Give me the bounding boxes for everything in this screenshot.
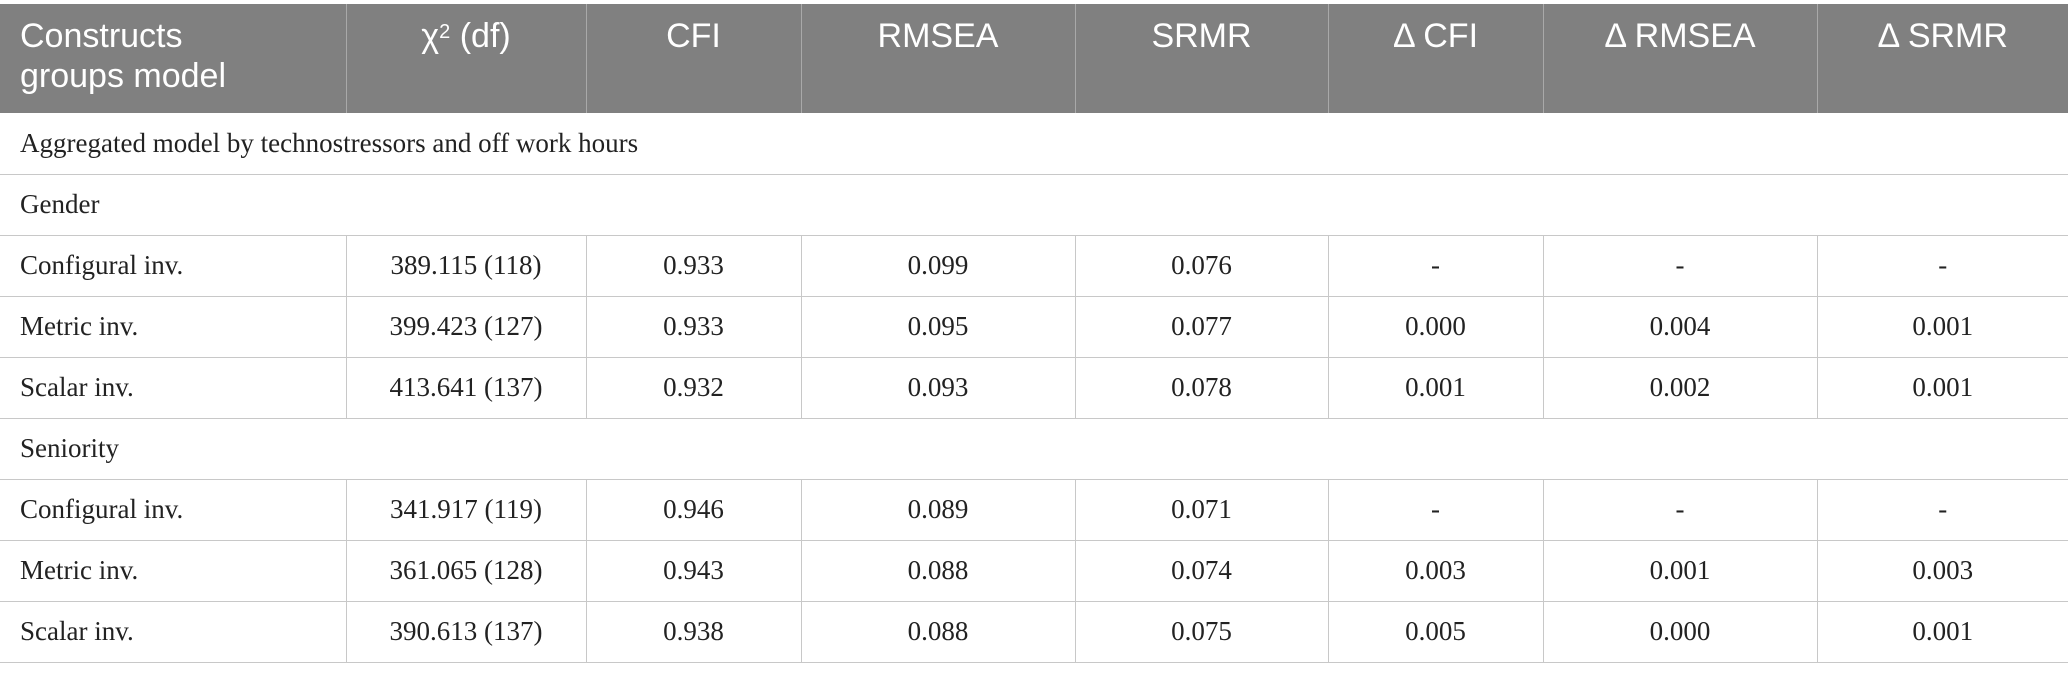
header-df: (df)	[450, 17, 511, 55]
model-cell: Configural inv.	[0, 479, 347, 541]
header-rmsea: RMSEA	[801, 4, 1076, 113]
delta-cfi-cell: -	[1328, 479, 1544, 541]
table-row: Scalar inv. 413.641 (137) 0.932 0.093 0.…	[0, 357, 2068, 419]
rmsea-cell: 0.093	[801, 357, 1076, 419]
group-row-gender: Gender	[0, 174, 2068, 236]
rmsea-cell: 0.088	[801, 601, 1076, 663]
header-cfi: CFI	[586, 4, 802, 113]
delta-cfi-cell: 0.001	[1328, 357, 1544, 419]
delta-srmr-cell: -	[1817, 235, 2068, 297]
rmsea-cell: 0.095	[801, 296, 1076, 358]
srmr-cell: 0.077	[1075, 296, 1329, 358]
chi-cell: 390.613 (137)	[346, 601, 587, 663]
delta-srmr-cell: 0.001	[1817, 601, 2068, 663]
group-label: Seniority	[0, 418, 2068, 480]
chi-cell: 399.423 (127)	[346, 296, 587, 358]
table-row: Configural inv. 389.115 (118) 0.933 0.09…	[0, 235, 2068, 297]
header-delta-srmr: Δ SRMR	[1817, 4, 2068, 113]
cfi-cell: 0.933	[586, 235, 802, 297]
model-cell: Scalar inv.	[0, 601, 347, 663]
header-row: Constructs groups model χ2 (df) CFI RMSEA…	[0, 4, 2068, 113]
header-constructs-groups-model: Constructs groups model	[0, 4, 347, 113]
header-delta-rmsea: Δ RMSEA	[1543, 4, 1818, 113]
header-chi-square-df: χ2 (df)	[346, 4, 587, 113]
chi-cell: 341.917 (119)	[346, 479, 587, 541]
delta-cfi-cell: 0.005	[1328, 601, 1544, 663]
model-cell: Scalar inv.	[0, 357, 347, 419]
delta-rmsea-cell: -	[1543, 235, 1818, 297]
delta-cfi-cell: 0.003	[1328, 540, 1544, 602]
srmr-cell: 0.076	[1075, 235, 1329, 297]
table-row: Metric inv. 399.423 (127) 0.933 0.095 0.…	[0, 296, 2068, 358]
caption-row: Aggregated model by technostressors and …	[0, 113, 2068, 175]
srmr-cell: 0.075	[1075, 601, 1329, 663]
delta-srmr-cell: 0.003	[1817, 540, 2068, 602]
fit-indices-table: Constructs groups model χ2 (df) CFI RMSEA…	[0, 4, 2068, 663]
group-row-seniority: Seniority	[0, 418, 2068, 480]
delta-rmsea-cell: 0.002	[1543, 357, 1818, 419]
cfi-cell: 0.932	[586, 357, 802, 419]
header-line-2: groups model	[20, 57, 227, 95]
delta-srmr-cell: 0.001	[1817, 357, 2068, 419]
group-label: Gender	[0, 174, 2068, 236]
rmsea-cell: 0.088	[801, 540, 1076, 602]
delta-rmsea-cell: -	[1543, 479, 1818, 541]
cfi-cell: 0.943	[586, 540, 802, 602]
model-cell: Configural inv.	[0, 235, 347, 297]
delta-srmr-cell: -	[1817, 479, 2068, 541]
srmr-cell: 0.074	[1075, 540, 1329, 602]
header-chi-symbol: χ	[421, 17, 440, 55]
chi-cell: 361.065 (128)	[346, 540, 587, 602]
delta-rmsea-cell: 0.004	[1543, 296, 1818, 358]
cfi-cell: 0.933	[586, 296, 802, 358]
model-cell: Metric inv.	[0, 296, 347, 358]
cfi-cell: 0.938	[586, 601, 802, 663]
cfi-cell: 0.946	[586, 479, 802, 541]
srmr-cell: 0.071	[1075, 479, 1329, 541]
delta-rmsea-cell: 0.000	[1543, 601, 1818, 663]
rmsea-cell: 0.089	[801, 479, 1076, 541]
delta-cfi-cell: -	[1328, 235, 1544, 297]
delta-cfi-cell: 0.000	[1328, 296, 1544, 358]
table-row: Configural inv. 341.917 (119) 0.946 0.08…	[0, 479, 2068, 541]
caption-cell: Aggregated model by technostressors and …	[0, 113, 2068, 175]
rmsea-cell: 0.099	[801, 235, 1076, 297]
header-delta-cfi: Δ CFI	[1328, 4, 1544, 113]
delta-rmsea-cell: 0.001	[1543, 540, 1818, 602]
table-row: Metric inv. 361.065 (128) 0.943 0.088 0.…	[0, 540, 2068, 602]
header-line-1: Constructs	[20, 17, 183, 55]
delta-srmr-cell: 0.001	[1817, 296, 2068, 358]
model-cell: Metric inv.	[0, 540, 347, 602]
header-srmr: SRMR	[1075, 4, 1329, 113]
header-chi-superscript: 2	[439, 21, 451, 43]
chi-cell: 413.641 (137)	[346, 357, 587, 419]
chi-cell: 389.115 (118)	[346, 235, 587, 297]
srmr-cell: 0.078	[1075, 357, 1329, 419]
table-row: Scalar inv. 390.613 (137) 0.938 0.088 0.…	[0, 601, 2068, 663]
